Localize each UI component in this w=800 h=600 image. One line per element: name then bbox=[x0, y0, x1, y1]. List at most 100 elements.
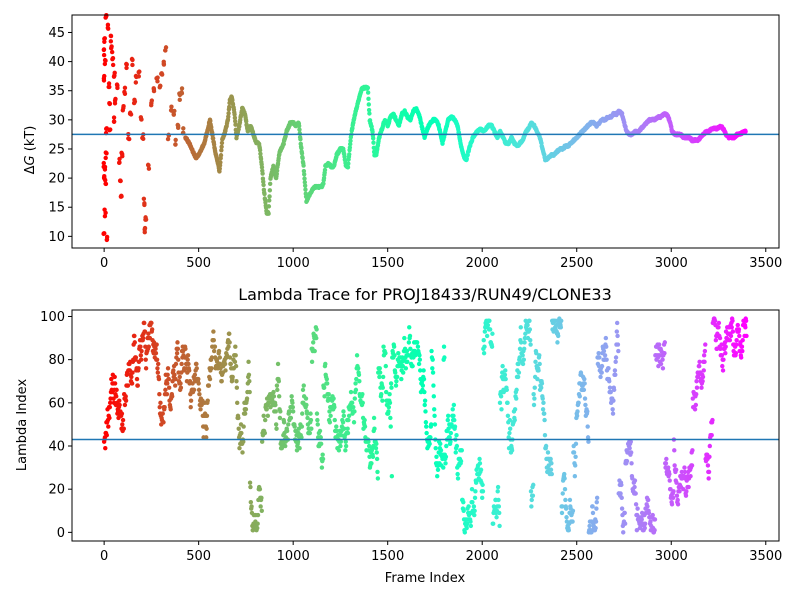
delta-g-point bbox=[101, 52, 107, 58]
delta-g-point bbox=[117, 156, 122, 162]
lambda-point bbox=[602, 353, 608, 358]
lambda-y-ticks: 0 20 40 60 80 100 bbox=[40, 310, 72, 541]
lambda-point bbox=[191, 387, 197, 393]
delta-g-point bbox=[232, 115, 238, 121]
lambda-point bbox=[415, 344, 421, 349]
lambda-point bbox=[424, 430, 429, 436]
delta-g-y-label: ΔG (kT) bbox=[23, 126, 38, 175]
delta-g-point bbox=[302, 183, 308, 188]
lambda-point bbox=[138, 357, 144, 362]
delta-g-point bbox=[109, 49, 115, 55]
lambda-y-tick-label: 80 bbox=[48, 353, 65, 368]
lambda-point bbox=[662, 350, 667, 356]
lambda-point bbox=[295, 439, 301, 444]
lambda-point bbox=[587, 523, 592, 529]
lambda-x-tick-label: 2000 bbox=[466, 549, 499, 564]
lambda-point bbox=[114, 387, 119, 393]
lambda-point bbox=[564, 515, 569, 520]
lambda-point bbox=[662, 340, 668, 345]
lambda-point bbox=[548, 467, 554, 472]
lambda-point bbox=[217, 355, 223, 360]
lambda-point bbox=[435, 474, 440, 479]
delta-g-point bbox=[126, 136, 131, 141]
lambda-point bbox=[482, 344, 487, 349]
lambda-point bbox=[275, 361, 281, 367]
lambda-point bbox=[346, 417, 351, 423]
lambda-point bbox=[406, 340, 412, 345]
delta-g-point bbox=[110, 62, 116, 68]
lambda-point bbox=[682, 465, 687, 470]
lambda-point bbox=[529, 504, 534, 509]
delta-g-point bbox=[233, 122, 238, 127]
lambda-point bbox=[374, 450, 379, 455]
delta-g-point bbox=[217, 166, 222, 171]
lambda-point bbox=[723, 350, 728, 356]
lambda-point bbox=[480, 482, 485, 488]
delta-g-y-tick-label: 30 bbox=[48, 113, 65, 128]
lambda-point bbox=[403, 366, 409, 371]
lambda-point bbox=[166, 385, 172, 390]
lambda-point bbox=[146, 344, 151, 349]
lambda-point bbox=[246, 359, 251, 365]
lambda-point bbox=[271, 394, 277, 399]
delta-g-y-tick-label: 25 bbox=[48, 142, 65, 157]
lambda-point bbox=[567, 497, 573, 503]
lambda-point bbox=[712, 318, 718, 323]
lambda-point bbox=[674, 493, 680, 498]
lambda-point bbox=[143, 357, 148, 362]
lambda-point bbox=[418, 368, 423, 373]
lambda-point bbox=[707, 443, 713, 449]
lambda-point bbox=[721, 357, 726, 362]
lambda-point bbox=[119, 411, 125, 416]
lambda-point bbox=[312, 348, 317, 354]
lambda-point bbox=[173, 383, 178, 388]
delta-g-y-label-var: G bbox=[23, 155, 38, 165]
lambda-point bbox=[607, 385, 613, 390]
lambda-point bbox=[156, 361, 161, 367]
lambda-point bbox=[694, 379, 699, 384]
lambda-point bbox=[338, 433, 344, 438]
lambda-point bbox=[612, 368, 618, 373]
lambda-point bbox=[273, 422, 279, 427]
lambda-point bbox=[497, 510, 502, 516]
delta-g-point bbox=[128, 112, 134, 117]
lambda-point bbox=[702, 348, 708, 354]
lambda-point bbox=[435, 467, 441, 472]
lambda-point bbox=[455, 476, 461, 481]
delta-g-point bbox=[124, 65, 129, 71]
lambda-point bbox=[247, 480, 253, 485]
lambda-point bbox=[175, 346, 181, 352]
lambda-point bbox=[666, 465, 671, 470]
delta-g-point bbox=[107, 100, 112, 106]
lambda-point bbox=[507, 430, 512, 436]
lambda-point bbox=[438, 441, 443, 447]
lambda-point bbox=[237, 445, 242, 451]
delta-g-point bbox=[244, 119, 249, 124]
lambda-point bbox=[369, 461, 374, 466]
lambda-point bbox=[407, 333, 413, 339]
lambda-point bbox=[357, 379, 362, 384]
lambda-point bbox=[434, 454, 439, 460]
lambda-point bbox=[454, 433, 459, 438]
lambda-point bbox=[341, 409, 346, 414]
lambda-point bbox=[317, 428, 323, 434]
lambda-point bbox=[244, 396, 250, 401]
lambda-point bbox=[308, 417, 314, 423]
delta-g-point bbox=[108, 33, 114, 39]
lambda-point bbox=[311, 340, 316, 345]
lambda-point bbox=[123, 394, 128, 399]
delta-g-y-label-prefix: Δ bbox=[23, 165, 38, 174]
lambda-point bbox=[442, 355, 447, 360]
lambda-point bbox=[292, 424, 297, 429]
lambda-point bbox=[717, 335, 723, 341]
lambda-point bbox=[194, 361, 199, 367]
lambda-point bbox=[318, 441, 324, 447]
lambda-point bbox=[360, 391, 365, 397]
lambda-point bbox=[663, 461, 669, 466]
lambda-point bbox=[286, 422, 291, 427]
lambda-point bbox=[566, 528, 571, 533]
lambda-point bbox=[608, 389, 613, 395]
delta-g-point bbox=[370, 129, 375, 135]
lambda-point bbox=[739, 344, 745, 349]
lambda-point bbox=[388, 381, 394, 386]
